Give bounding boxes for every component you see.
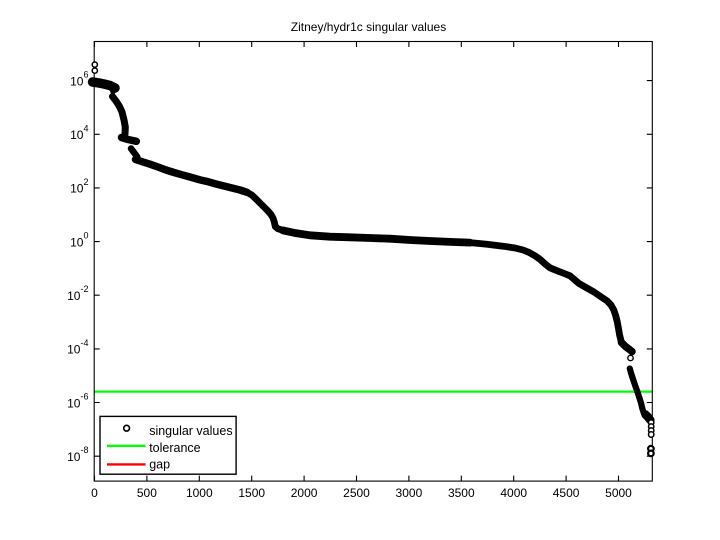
svg-text:4000: 4000 <box>500 486 527 500</box>
svg-text:2500: 2500 <box>343 486 370 500</box>
svg-text:3500: 3500 <box>448 486 475 500</box>
svg-text:3000: 3000 <box>396 486 423 500</box>
svg-text:1000: 1000 <box>186 486 213 500</box>
svg-text:1500: 1500 <box>238 486 265 500</box>
svg-text:gap: gap <box>149 458 170 472</box>
svg-text:0: 0 <box>91 486 98 500</box>
svg-text:4500: 4500 <box>553 486 580 500</box>
svg-text:tolerance: tolerance <box>149 441 200 455</box>
svg-text:singular values: singular values <box>149 424 232 438</box>
svg-text:2000: 2000 <box>291 486 318 500</box>
svg-text:Zitney/hydr1c singular values: Zitney/hydr1c singular values <box>291 20 446 34</box>
svg-text:5000: 5000 <box>605 486 632 500</box>
svg-text:500: 500 <box>137 486 157 500</box>
